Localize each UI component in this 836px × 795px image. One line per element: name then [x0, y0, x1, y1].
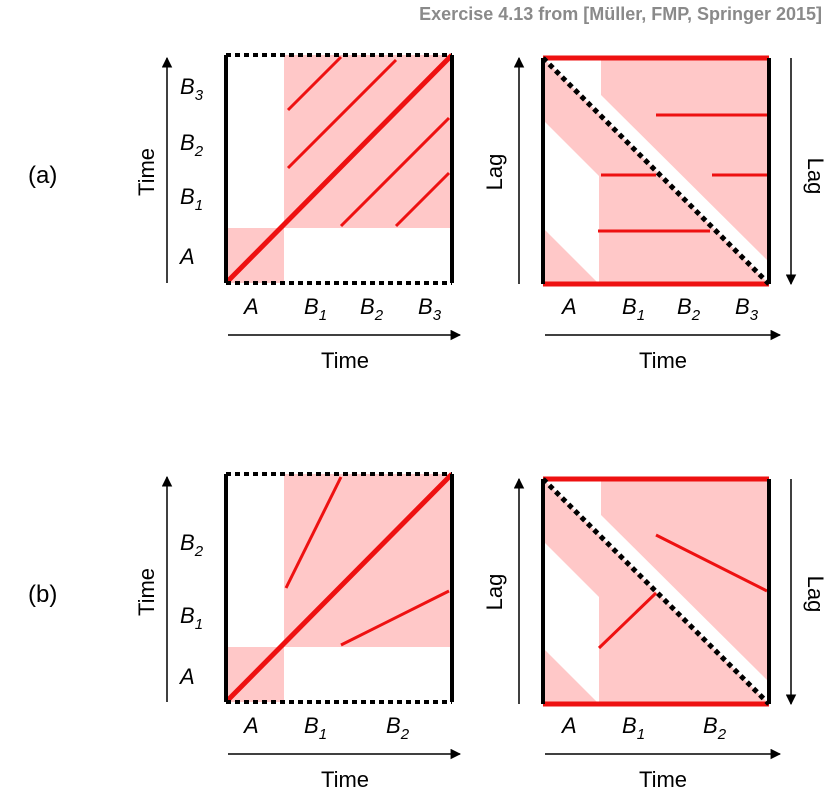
- row-b-ssm: A B1 B2 A B1 B2 Time Time: [134, 472, 462, 792]
- ssm-path: [286, 55, 343, 112]
- y-axis-title: Time: [134, 148, 159, 196]
- lag-diagonal-border: [541, 477, 771, 706]
- x-label-seg: A: [242, 713, 259, 738]
- y-label-seg: B1: [180, 603, 203, 633]
- x-axis-title: Time: [321, 767, 369, 792]
- ssm-path: [284, 476, 343, 589]
- lag-white-region: [543, 120, 599, 284]
- x-label-seg: B1: [304, 294, 327, 324]
- x-label-seg: B1: [622, 294, 645, 324]
- y-axis-title: Time: [134, 568, 159, 616]
- lag-path: [655, 533, 768, 593]
- x-label-seg: B2: [677, 294, 701, 324]
- y-label-seg: B2: [180, 530, 204, 560]
- x-label-seg: B1: [304, 713, 327, 743]
- x-label-seg: B2: [386, 713, 410, 743]
- row-a-ssm: A B1 B2 B3 A B1 B2 B3 Time Time: [134, 53, 462, 373]
- lag-white-region: [601, 515, 769, 704]
- y-label-seg: B1: [180, 184, 203, 214]
- y-label-seg: B2: [180, 130, 204, 160]
- x-label-seg: B2: [360, 294, 384, 324]
- ssm-path: [339, 116, 451, 228]
- x-label-seg: A: [560, 713, 577, 738]
- row-b-label: (b): [28, 581, 57, 608]
- ssm-main-diagonal: [224, 472, 454, 704]
- lag-path: [597, 591, 658, 650]
- lag-white-region: [543, 541, 599, 704]
- row-a-label: (a): [28, 162, 57, 189]
- x-label-seg: A: [560, 294, 577, 319]
- y-label-seg: A: [178, 664, 195, 689]
- row-a-lag: A B1 B2 B3 Lag Lag Time: [482, 55, 828, 373]
- x-axis-title: Time: [639, 348, 687, 373]
- x-label-seg: B2: [703, 713, 727, 743]
- lag-axis-title-left: Lag: [482, 154, 507, 191]
- row-b: (b) A B1 B2 A B1 B2 Time Time: [28, 472, 828, 792]
- x-label-seg: B1: [622, 713, 645, 743]
- lag-axis-title-right: Lag: [803, 576, 828, 613]
- x-label-seg: B3: [418, 294, 442, 324]
- figure-caption: Exercise 4.13 from [Müller, FMP, Springe…: [419, 4, 822, 24]
- lag-axis-title-right: Lag: [803, 158, 828, 195]
- x-axis-title: Time: [639, 767, 687, 792]
- ssm-main-diagonal: [224, 53, 454, 285]
- row-a: (a) A B1 B2 B3 A B1 B2 B3 Time: [28, 53, 828, 373]
- lag-axis-title-left: Lag: [482, 574, 507, 611]
- lag-white-region: [601, 95, 769, 284]
- x-label-seg: A: [242, 294, 259, 319]
- ssm-path: [340, 589, 450, 647]
- x-label-seg: B3: [735, 294, 759, 324]
- row-b-lag: A B1 B2 Lag Lag Time: [482, 476, 828, 792]
- x-axis-title: Time: [321, 348, 369, 373]
- y-label-seg: A: [178, 244, 195, 269]
- y-label-seg: B3: [180, 74, 204, 104]
- ssm-path: [286, 58, 398, 170]
- ssm-path: [394, 171, 451, 228]
